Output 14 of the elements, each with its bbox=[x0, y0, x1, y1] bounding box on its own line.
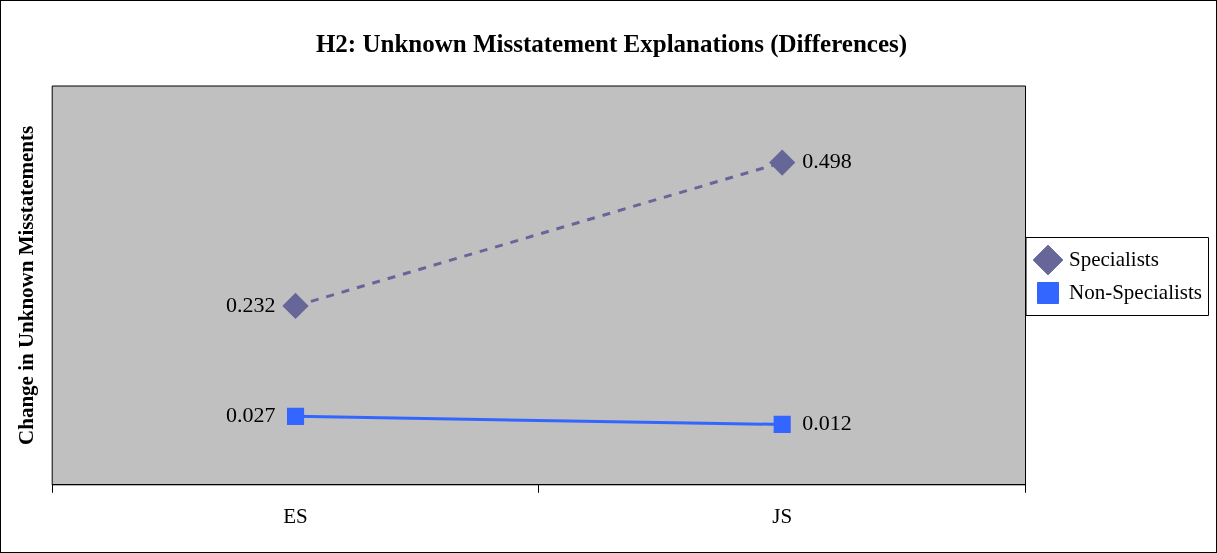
legend-label: Non-Specialists bbox=[1069, 279, 1202, 304]
point bbox=[286, 407, 305, 425]
x-tick-label: ES bbox=[283, 503, 308, 528]
x-tick-label: JS bbox=[772, 503, 793, 528]
legend-label: Specialists bbox=[1069, 246, 1159, 271]
data-label: 0.498 bbox=[802, 148, 852, 174]
y-axis-title: Change in Unknown Misstatements bbox=[14, 125, 39, 445]
chart-title: H2: Unknown Misstatement Explanations (Differences) bbox=[315, 30, 908, 59]
point bbox=[283, 293, 309, 319]
data-label: 0.012 bbox=[802, 410, 852, 436]
point bbox=[773, 415, 791, 434]
data-label: 0.027 bbox=[226, 402, 276, 428]
data-label: 0.232 bbox=[226, 291, 276, 317]
point bbox=[769, 150, 795, 176]
